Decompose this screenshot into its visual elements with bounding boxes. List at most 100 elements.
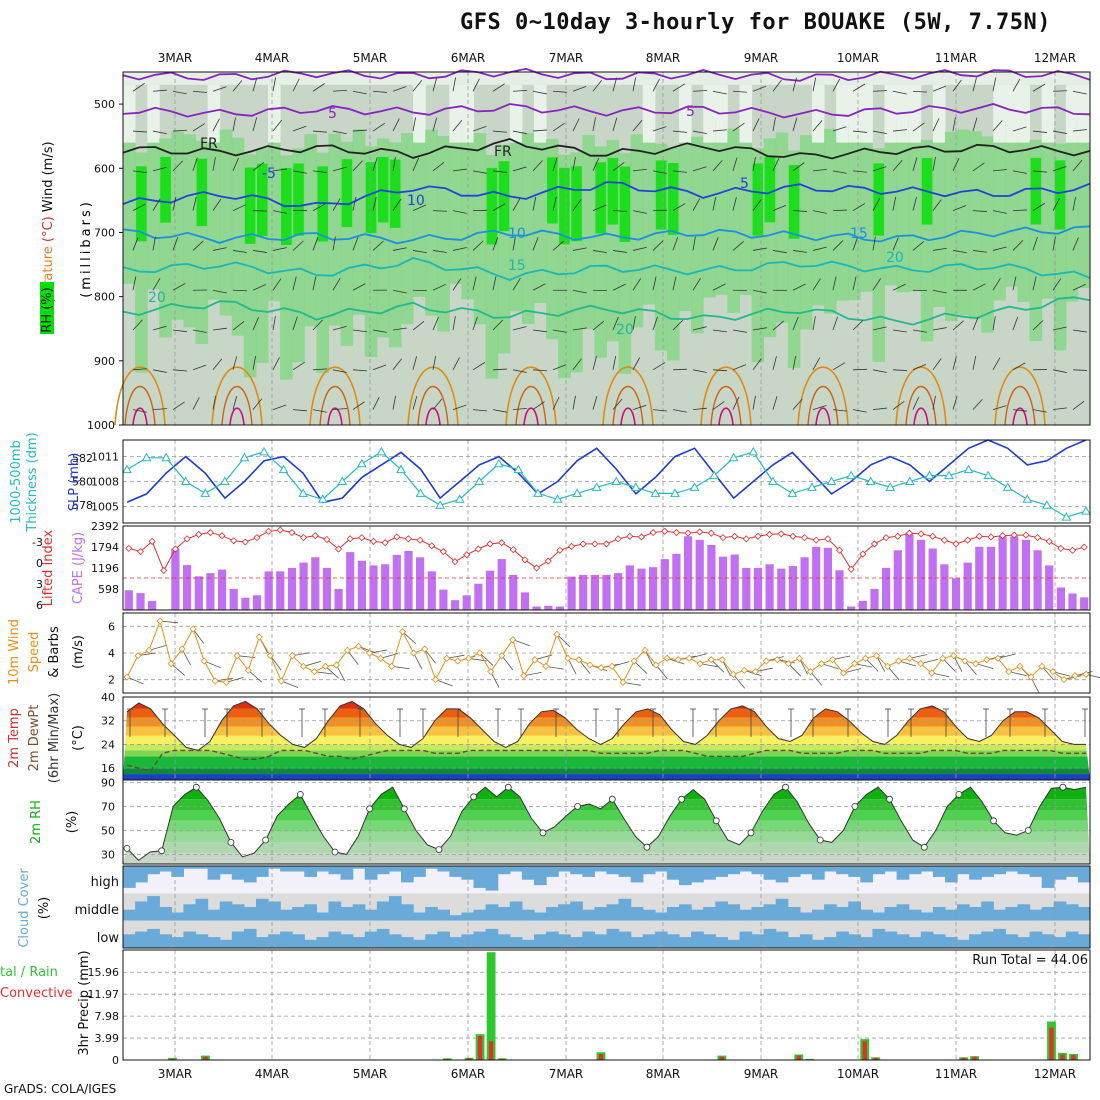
wind-speed-point [465,654,473,662]
temp-ytick-label: 32 [101,715,115,728]
slp-frame [122,439,1091,524]
lifted-index-point [696,528,704,536]
wind-speed-point [1071,672,1079,680]
upper-wind-barb [492,368,508,371]
upper-wind-barb [632,210,647,214]
wind-speed-point [498,652,506,660]
upper-wind-barb [912,364,927,371]
cloud-low-cell [509,937,523,948]
bottom-date-label: 10MAR [837,1067,879,1081]
upper-wind-barb [392,358,402,371]
lifted-index-point [206,528,214,537]
wind-speed-point [1060,676,1068,684]
cloud-middle-cell [352,904,366,921]
lifted-index-point [602,540,611,548]
upper-wind-barb [512,89,527,92]
cloud-high-cell [534,866,547,886]
wind-speed-point [167,660,175,668]
wind-speed-point [134,652,142,660]
upper-wind-barb [472,240,484,251]
cloud-middle-cell [570,901,583,921]
upper-wind-barb [752,85,767,92]
rh-band-dry [811,84,825,143]
cape-frame [122,525,1091,611]
upper-wind-barb [212,358,223,371]
rh-ytick-label: 70 [101,800,115,813]
upper-wind-barb [652,362,666,371]
upper-wind-barb [892,237,899,251]
cloud-low-cell [691,931,704,948]
precip-ylabel: 3hr Precip (mm) [77,950,92,1055]
upper-wind-barb [192,329,207,333]
upper-wind-barb [232,321,245,331]
upper-wind-barb [612,355,617,370]
cape-bar [183,565,192,610]
isotherm-loop-darkorange [417,385,449,426]
upper-wind-barb [532,129,547,132]
lifted-index-point [171,545,179,553]
rh-band-bright [571,166,582,242]
upper-wind-barb [412,117,416,132]
contour-label: 15 [850,226,868,242]
upper-wind-barb [272,278,282,291]
wind-speed-point [685,654,693,662]
thickness-point [396,464,406,474]
upper-wind-barb [552,90,567,93]
slp-ytick-label: 1005 [91,500,119,513]
cloud-low-cell [497,934,511,948]
rh2m-point [643,843,651,851]
upper-wind-barb [912,196,917,211]
upper-wind-barb [1072,159,1083,172]
cloud-high-cell [848,866,861,877]
isotherm-loop-darkorange [905,385,937,426]
upper-ylabel: (millibars) [79,199,94,298]
upper-wind-barb [432,162,445,172]
cape-bar [148,600,157,610]
cloud-low-cell [376,928,390,948]
lifted-index-point [160,566,168,575]
upper-wind-barb [872,278,881,291]
upper-wind-barb [512,166,527,172]
precip-convective-bar [873,1057,878,1060]
upper-wind-barb [932,395,936,410]
rh-band-bright [389,159,401,228]
upper-wind-barb [532,90,547,95]
cloud-middle-cell [679,904,692,921]
upper-wind-barb [1012,276,1017,291]
upper-wind-barb [492,409,507,413]
rh-band-bright [607,157,619,225]
cloud-high-cell [231,866,245,880]
upper-wind-barb [772,396,778,410]
upper-wind-barb [1052,198,1060,211]
cloud-low-cell [123,934,136,948]
cloud-middle-cell [243,907,257,921]
upper-wind-barb [732,196,737,211]
lifted-index-point [929,532,937,540]
rh2m-label-group: 2m RH [29,800,44,844]
wind-speed-point [828,656,837,664]
cape-ytick-label: 1794 [91,541,119,554]
cloud-middle-label: middle [75,903,119,918]
upper-wind-barb [1052,130,1067,134]
rh-band [521,133,535,325]
lifted-index-point [882,534,890,542]
upper-wind-barb [132,203,146,211]
cloud-low-cell [171,937,184,948]
precip-total-bar [486,952,496,1060]
precip-convective-bar [862,1041,867,1060]
upper-wind-barb [352,369,367,372]
cape-bar [742,567,751,610]
wind-speed-point [476,649,484,657]
upper-wind-barb [152,408,167,410]
cloud-middle-cell [473,909,487,921]
lifted-index-point [136,547,145,556]
upper-wind-barb [952,356,957,370]
lifted-index-point [509,546,517,554]
lifted-index-point [800,534,809,542]
temp-unit-label: (°C) [71,725,86,751]
rh-band [1041,122,1055,299]
upper-wind-barb [272,77,276,92]
upper-wind-barb [352,196,357,211]
upper-wind-barb [972,117,978,132]
upper-wind-barb [852,83,866,92]
